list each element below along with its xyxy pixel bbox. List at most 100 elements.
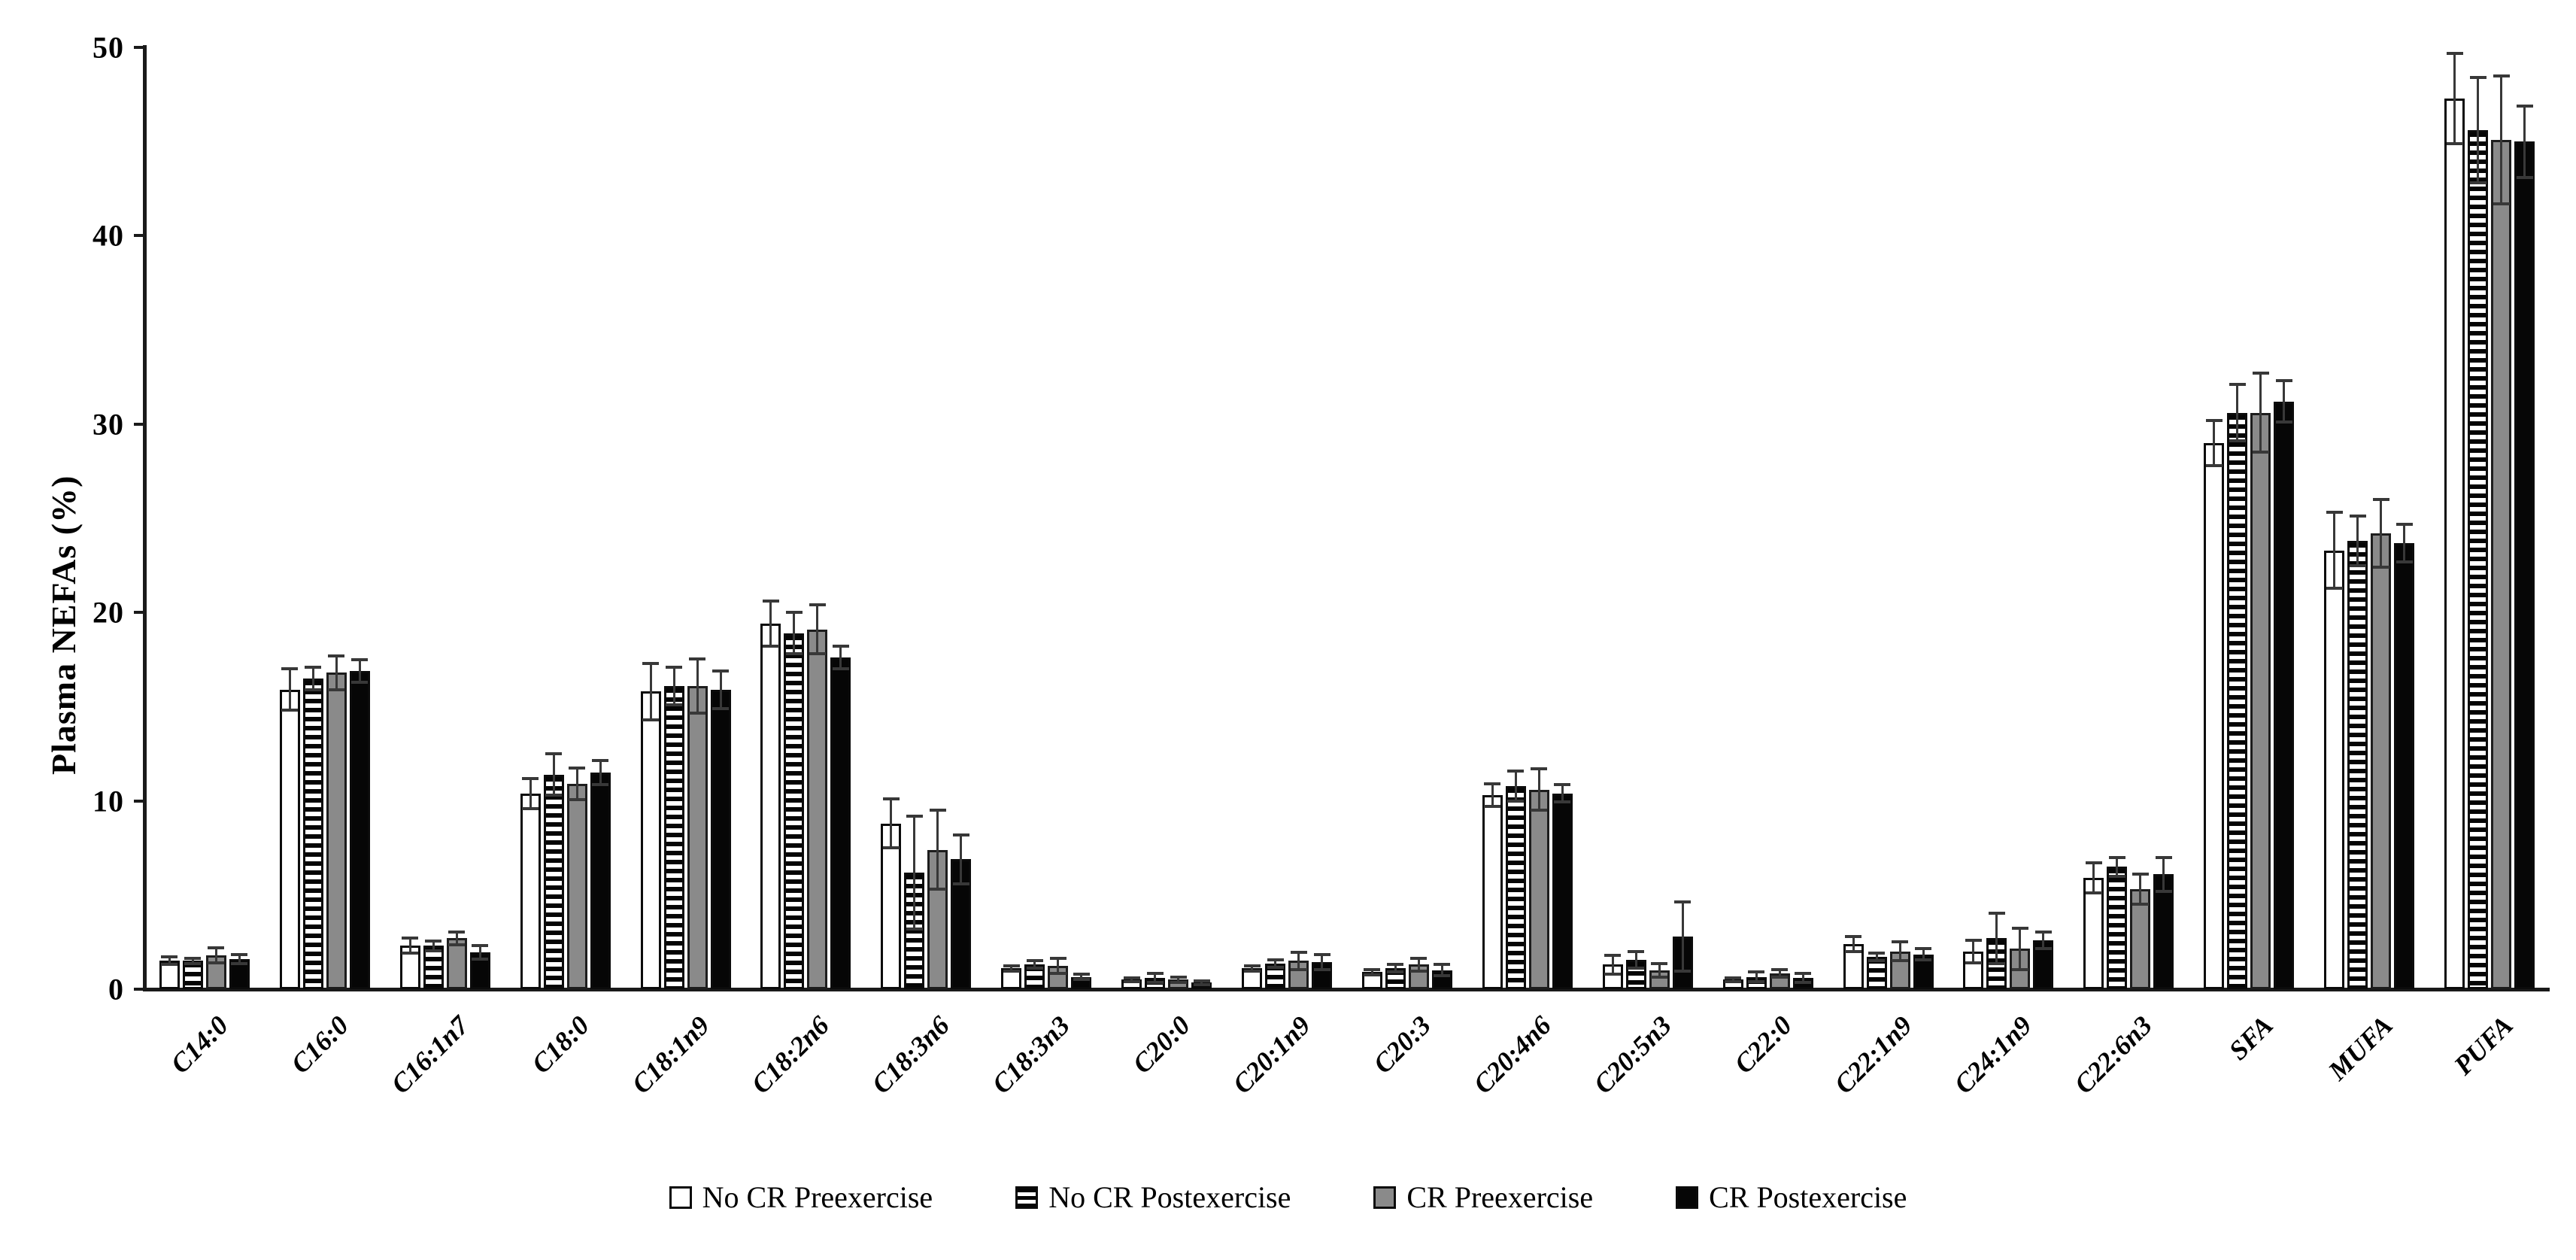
y-tick-mark bbox=[134, 799, 143, 803]
bar-gray bbox=[326, 673, 347, 989]
black-square-icon bbox=[1676, 1186, 1699, 1209]
error-bar-cap bbox=[328, 654, 345, 657]
bar-gray bbox=[2250, 412, 2271, 989]
error-bar-cap bbox=[1243, 970, 1261, 973]
error-bar-cap bbox=[1484, 782, 1501, 786]
error-bar-cap bbox=[305, 688, 322, 691]
error-bar-cap bbox=[2034, 947, 2052, 951]
y-tick-label: 10 bbox=[93, 784, 124, 818]
error-bar-cap bbox=[2372, 566, 2389, 569]
error-bar-cap bbox=[2395, 560, 2413, 563]
error-bar-cap bbox=[1628, 967, 1645, 970]
error-bar-cap bbox=[1795, 981, 1812, 985]
error-bar-cap bbox=[1604, 972, 1622, 976]
error-bar-cap bbox=[1290, 951, 1307, 955]
bar-black bbox=[1552, 793, 1573, 989]
error-bar-line bbox=[1561, 785, 1564, 802]
error-bar-cap bbox=[281, 709, 299, 712]
error-bar-cap bbox=[1965, 938, 1982, 942]
bar-stripes bbox=[2347, 541, 2368, 989]
error-bar-line bbox=[191, 958, 194, 964]
error-bar-cap bbox=[1915, 958, 1932, 962]
error-bar-cap bbox=[952, 833, 969, 836]
error-bar-cap bbox=[1868, 959, 1886, 963]
error-bar-cap bbox=[1771, 975, 1789, 979]
legend-label: CR Postexercise bbox=[1709, 1180, 1907, 1214]
bar-white bbox=[2083, 878, 2104, 989]
error-bar-line bbox=[552, 754, 555, 796]
error-bar-cap bbox=[1554, 783, 1571, 787]
error-bar-line bbox=[1417, 958, 1420, 972]
error-bar-line bbox=[288, 669, 291, 711]
error-bar-cap bbox=[1892, 959, 1909, 963]
legend-item: CR Postexercise bbox=[1676, 1180, 1907, 1215]
bar-white bbox=[640, 691, 661, 989]
error-bar-cap bbox=[2493, 74, 2510, 77]
error-bar-line bbox=[529, 778, 532, 809]
error-bar-line bbox=[358, 659, 361, 682]
error-bar-cap bbox=[2275, 379, 2292, 383]
error-bar-cap bbox=[328, 688, 345, 691]
error-bar-cap bbox=[2326, 586, 2343, 590]
bar-stripes bbox=[302, 678, 323, 989]
error-bar-cap bbox=[1123, 976, 1140, 979]
error-bar-cap bbox=[1073, 978, 1090, 982]
x-axis-line bbox=[143, 988, 2550, 991]
error-bar-cap bbox=[929, 888, 946, 891]
error-bar-cap bbox=[832, 645, 849, 648]
error-bar-line bbox=[1154, 973, 1157, 983]
error-bar-cap bbox=[2446, 141, 2463, 145]
error-bar-cap bbox=[1267, 966, 1284, 970]
y-tick-mark bbox=[134, 234, 143, 238]
error-bar-cap bbox=[1146, 971, 1164, 975]
error-bar-cap bbox=[305, 665, 322, 669]
error-bar-line bbox=[1755, 972, 1758, 982]
error-bar-line bbox=[2283, 381, 2286, 423]
error-bar-line bbox=[1080, 973, 1083, 980]
error-bar-line bbox=[1491, 784, 1494, 807]
error-bar-line bbox=[936, 810, 939, 890]
error-bar-line bbox=[769, 601, 772, 647]
error-bar-cap bbox=[666, 665, 683, 669]
error-bar-cap bbox=[2034, 930, 2052, 934]
error-bar-cap bbox=[1146, 981, 1164, 985]
error-bar-cap bbox=[785, 611, 803, 615]
error-bar-line bbox=[1057, 958, 1060, 973]
error-bar-line bbox=[960, 834, 963, 884]
error-bar-line bbox=[1658, 964, 1661, 977]
bar-gray bbox=[2371, 533, 2392, 989]
error-bar-cap bbox=[592, 758, 609, 762]
error-bar-line bbox=[599, 760, 602, 785]
bar-black bbox=[590, 773, 611, 989]
error-bar-cap bbox=[2131, 903, 2149, 906]
error-bar-cap bbox=[1003, 964, 1020, 967]
y-tick-label: 40 bbox=[93, 218, 124, 253]
error-bar-cap bbox=[184, 962, 202, 966]
error-bar-cap bbox=[351, 680, 369, 684]
error-bar-cap bbox=[1748, 979, 1765, 983]
error-bar-cap bbox=[2131, 873, 2149, 876]
error-bar-cap bbox=[929, 809, 946, 812]
bar-stripes bbox=[543, 774, 564, 989]
error-bar-line bbox=[2236, 384, 2239, 442]
error-bar-cap bbox=[1387, 963, 1404, 967]
bar-black bbox=[710, 689, 731, 989]
error-bar-cap bbox=[2085, 861, 2102, 865]
error-bar-cap bbox=[1049, 971, 1067, 975]
error-bar-line bbox=[2500, 75, 2503, 204]
error-bar-cap bbox=[2516, 175, 2533, 179]
error-bar-cap bbox=[1988, 911, 2005, 915]
error-bar-cap bbox=[184, 956, 202, 960]
legend-label: No CR Postexercise bbox=[1048, 1180, 1291, 1214]
bar-white bbox=[881, 823, 902, 989]
error-bar-line bbox=[696, 658, 699, 714]
error-bar-cap bbox=[2229, 439, 2246, 443]
error-bar-line bbox=[214, 947, 217, 963]
error-bar-cap bbox=[882, 846, 900, 850]
error-bar-line bbox=[1731, 977, 1734, 982]
error-bar-cap bbox=[882, 797, 900, 801]
error-bar-cap bbox=[1193, 982, 1210, 986]
error-bar-line bbox=[719, 670, 722, 709]
error-bar-line bbox=[890, 799, 893, 849]
error-bar-cap bbox=[2516, 104, 2533, 108]
